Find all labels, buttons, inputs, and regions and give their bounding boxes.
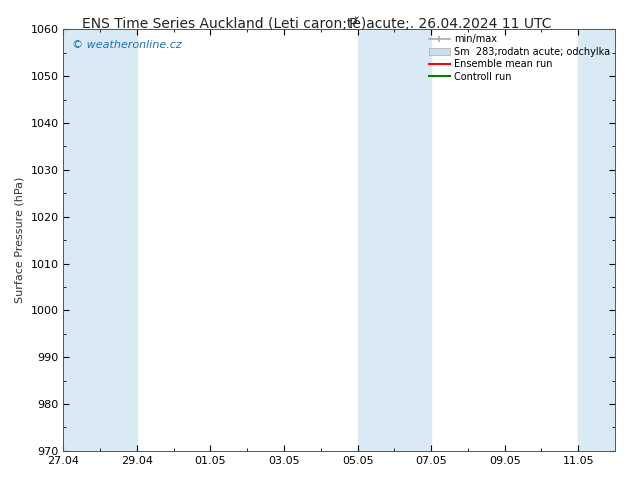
Bar	[578, 29, 633, 451]
Text: ENS Time Series Auckland (Leti caron;tě): ENS Time Series Auckland (Leti caron;tě)	[82, 17, 366, 31]
Text: © weatheronline.cz: © weatheronline.cz	[72, 40, 181, 50]
Bar	[358, 29, 431, 451]
Legend: min/max, Sm  283;rodatn acute; odchylka, Ensemble mean run, Controll run: min/max, Sm 283;rodatn acute; odchylka, …	[427, 32, 612, 83]
Bar	[63, 29, 137, 451]
Text: P  acute;. 26.04.2024 11 UTC: P acute;. 26.04.2024 11 UTC	[349, 17, 552, 31]
Y-axis label: Surface Pressure (hPa): Surface Pressure (hPa)	[15, 177, 25, 303]
